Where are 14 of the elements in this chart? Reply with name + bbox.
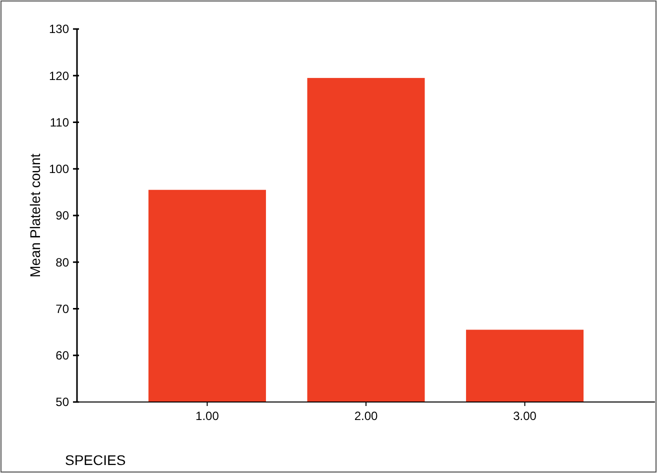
x-tick-label: 3.00 — [513, 409, 537, 423]
y-axis-title: Mean Platelet count — [27, 154, 43, 278]
y-tick-label: 70 — [56, 302, 70, 316]
y-tick-label: 50 — [56, 395, 70, 410]
x-tick-label: 2.00 — [354, 409, 378, 423]
y-tick-label: 90 — [56, 208, 70, 223]
y-tick-label: 120 — [48, 68, 70, 83]
x-axis-title: SPECIES — [65, 452, 126, 468]
y-tick-label: 60 — [56, 348, 70, 363]
y-tick-label: 100 — [48, 162, 70, 176]
y-tick-label: 110 — [50, 115, 70, 130]
y-tick-label: 80 — [56, 255, 70, 270]
x-tick-label: 1.00 — [196, 409, 220, 423]
y-tick-label: 130 — [48, 22, 70, 36]
